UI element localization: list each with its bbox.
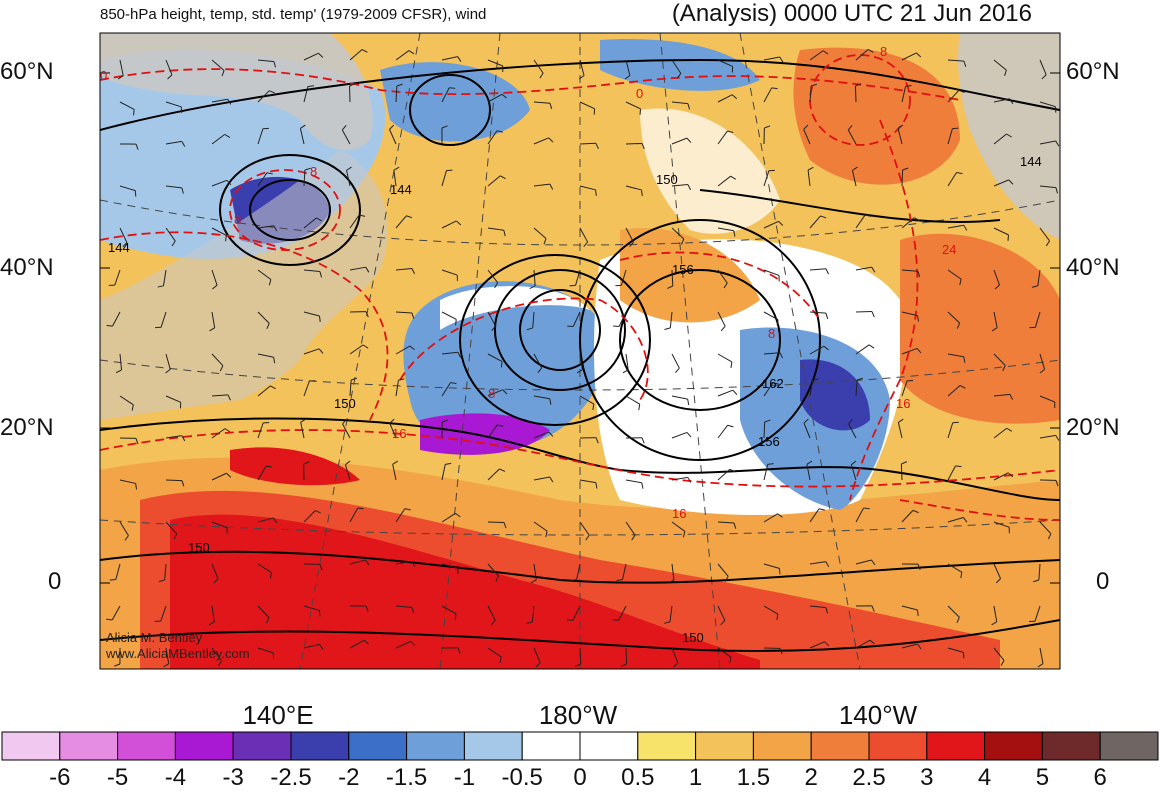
height-contour-label: 150 [656, 172, 678, 187]
lat-label-20n-right: 20°N [1066, 414, 1120, 442]
colorbar-swatch [175, 732, 233, 760]
height-contour-label: 144 [1020, 154, 1042, 169]
lat-label-40n-left: 40°N [0, 254, 94, 282]
lat-label-0-left: 0 [48, 568, 142, 596]
colorbar-swatch [2, 732, 60, 760]
colorbar-swatch [869, 732, 927, 760]
temperature-contour-label: 24 [942, 242, 956, 257]
temperature-contour-label: 16 [672, 506, 686, 521]
temperature-contour-label: 8 [768, 326, 775, 341]
credit-author: Alicia M. Bentley [106, 630, 202, 645]
lat-label-60n-right: 60°N [1066, 58, 1120, 86]
colorbar-swatch [638, 732, 696, 760]
lon-label-140w: 140°W [839, 700, 917, 731]
colorbar-swatch [60, 732, 118, 760]
colorbar-swatch [522, 732, 580, 760]
colorbar [2, 732, 1158, 760]
temperature-contour-label: 8 [880, 44, 887, 59]
colorbar-swatch [753, 732, 811, 760]
map-field [100, 33, 1060, 669]
temperature-contour-label: 0 [636, 86, 643, 101]
colorbar-swatch [696, 732, 754, 760]
temperature-contour-label: 16 [896, 396, 910, 411]
height-contour-label: 150 [334, 396, 356, 411]
colorbar-swatch [349, 732, 407, 760]
temperature-contour-label: 8 [488, 386, 495, 401]
colorbar-swatch [1042, 732, 1100, 760]
height-contour-label: 156 [758, 434, 780, 449]
colorbar-swatch [1100, 732, 1158, 760]
colorbar-swatch [927, 732, 985, 760]
lat-label-60n-left: 60°N [0, 58, 94, 86]
lat-label-20n-left: 20°N [0, 414, 94, 442]
temperature-contour-label: 0 [100, 68, 107, 83]
colorbar-swatch [233, 732, 291, 760]
height-contour-label: 156 [672, 262, 694, 277]
colorbar-swatch [291, 732, 349, 760]
height-contour-label: 150 [188, 540, 210, 555]
temperature-contour-label: 8 [310, 164, 317, 179]
colorbar-swatch [985, 732, 1043, 760]
temperature-contour-label: 8 [234, 212, 241, 227]
colorbar-swatch [407, 732, 465, 760]
height-contour-label: 144 [108, 240, 130, 255]
lat-label-40n-right: 40°N [1066, 254, 1120, 282]
height-contour-label: 162 [762, 376, 784, 391]
temperature-contour-label: 16 [392, 426, 406, 441]
colorbar-swatch [464, 732, 522, 760]
lon-label-140e: 140°E [242, 700, 313, 731]
lat-label-0-right: 0 [1096, 568, 1109, 596]
colorbar-swatch [811, 732, 869, 760]
colorbar-swatch [580, 732, 638, 760]
height-contour-label: 150 [682, 630, 704, 645]
colorbar-swatch [118, 732, 176, 760]
height-contour-label: 144 [390, 182, 412, 197]
credit-website[interactable]: www.AliciaMBentley.com [106, 646, 250, 661]
lon-label-180w: 180°W [539, 700, 617, 731]
